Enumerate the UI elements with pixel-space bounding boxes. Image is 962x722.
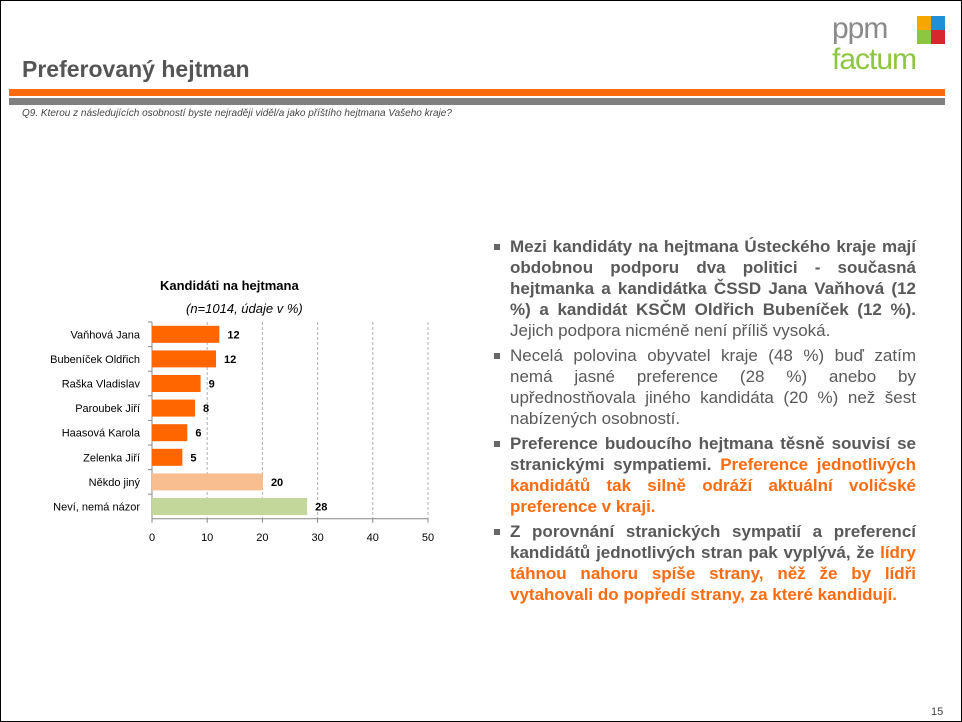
bullet-item: Preference budoucího hejtmana těsně souv… bbox=[492, 433, 916, 517]
bullet-text-segment: lídry táhnou nahoru spíše strany, něž že… bbox=[510, 543, 916, 604]
x-tick-label: 30 bbox=[311, 532, 323, 544]
x-tick-label: 10 bbox=[201, 532, 213, 544]
page-title: Preferovaný hejtman bbox=[22, 56, 250, 82]
x-tick-label: 20 bbox=[256, 532, 268, 544]
x-tick-label: 50 bbox=[422, 532, 434, 544]
bullet-text-segment: Preference jednotlivých kandidátů tak si… bbox=[510, 455, 916, 516]
category-label: Paroubek Jiří bbox=[75, 403, 140, 415]
bullet-text-segment: Preference budoucího hejtmana těsně souv… bbox=[510, 434, 916, 474]
bullet-item: Necelá polovina obyvatel kraje (48 %) bu… bbox=[492, 345, 916, 429]
category-label: Bubeníček Oldřich bbox=[50, 354, 140, 366]
bullet-text-segment: Necelá polovina obyvatel kraje (48 %) bu… bbox=[510, 346, 916, 428]
category-label: Raška Vladislav bbox=[62, 379, 141, 391]
logo-text-factum: factum bbox=[832, 43, 917, 76]
data-label: 12 bbox=[224, 354, 236, 366]
chart-subtitle: (n=1014, údaje v %) bbox=[186, 301, 303, 316]
bullet-list: Mezi kandidáty na hejtmana Ústeckého kra… bbox=[492, 236, 916, 609]
question-text: Q9. Kterou z následujících osobností bys… bbox=[22, 108, 452, 119]
bar bbox=[152, 375, 201, 392]
data-label: 8 bbox=[203, 403, 209, 415]
category-label: Neví, nemá názor bbox=[53, 502, 140, 514]
category-label: Haasová Karola bbox=[62, 428, 141, 440]
data-label: 12 bbox=[227, 329, 239, 341]
bar bbox=[152, 498, 308, 515]
bullet-text-segment: Z porovnání stranických sympatií a prefe… bbox=[510, 522, 916, 562]
bar bbox=[152, 350, 217, 368]
bar bbox=[152, 448, 183, 466]
data-label: 6 bbox=[195, 428, 201, 440]
bar bbox=[152, 424, 188, 442]
bullet-item: Mezi kandidáty na hejtmana Ústeckého kra… bbox=[492, 236, 916, 341]
logo-mark-icon bbox=[917, 16, 945, 44]
chart-title: Kandidáti na hejtmana bbox=[160, 278, 299, 293]
category-label: Někdo jiný bbox=[89, 477, 141, 489]
header-gray-bar bbox=[9, 98, 945, 105]
data-label: 28 bbox=[315, 502, 327, 514]
bullet-item: Z porovnání stranických sympatií a prefe… bbox=[492, 521, 916, 605]
category-label: Vaňhová Jana bbox=[70, 329, 140, 341]
bar bbox=[152, 399, 196, 417]
logo-text-ppm: ppm bbox=[832, 12, 888, 45]
bar bbox=[152, 325, 220, 343]
page-number: 15 bbox=[931, 706, 944, 718]
header-accent-bar bbox=[9, 89, 945, 96]
category-label: Zelenka Jiří bbox=[83, 452, 140, 464]
data-label: 5 bbox=[190, 452, 196, 464]
data-label: 20 bbox=[271, 477, 283, 489]
ppm-factum-logo: ppm factum bbox=[832, 14, 950, 76]
data-label: 9 bbox=[209, 379, 215, 391]
bullet-text-segment: Jejich podpora nicméně není příliš vysok… bbox=[510, 321, 831, 340]
bullet-text-segment: Mezi kandidáty na hejtmana Ústeckého kra… bbox=[510, 237, 916, 319]
x-tick-label: 40 bbox=[367, 532, 379, 544]
x-tick-label: 0 bbox=[149, 532, 155, 544]
bar bbox=[152, 473, 263, 491]
